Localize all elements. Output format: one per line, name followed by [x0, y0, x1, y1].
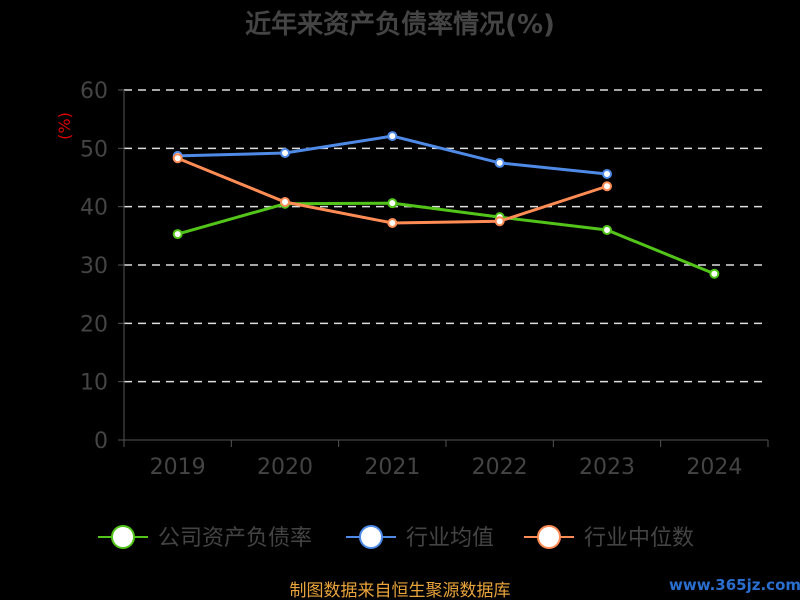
x-tick-label: 2024 — [686, 455, 742, 480]
data-point — [494, 157, 505, 168]
y-tick-label: 50 — [80, 137, 108, 162]
legend-marker — [537, 525, 561, 549]
legend-label: 行业中位数 — [584, 526, 694, 551]
y-tick-label: 20 — [80, 312, 108, 337]
x-tick-label: 2021 — [364, 455, 420, 480]
y-tick-label: 40 — [80, 196, 108, 221]
data-point — [602, 225, 612, 235]
y-tick-label: 0 — [94, 429, 108, 454]
x-tick-label: 2019 — [150, 455, 206, 480]
data-point — [709, 268, 720, 279]
data-point — [387, 198, 398, 209]
series-line-1 — [177, 134, 608, 176]
legend-label: 行业均值 — [406, 526, 494, 551]
chart-title: 近年来资产负债率情况(%) — [245, 9, 555, 40]
data-point — [280, 197, 290, 207]
data-point — [387, 131, 398, 142]
data-point — [172, 153, 183, 164]
legend-marker — [111, 525, 135, 549]
legend-marker — [359, 525, 383, 549]
series-line-0 — [177, 201, 715, 276]
x-tick-label: 2022 — [472, 455, 528, 480]
data-point — [494, 216, 505, 227]
data-point — [172, 229, 183, 240]
y-tick-label: 30 — [80, 254, 108, 279]
legend-label: 公司资产负债率 — [158, 526, 312, 551]
y-tick-label: 10 — [80, 371, 108, 396]
data-point — [387, 218, 398, 228]
data-point — [602, 169, 612, 179]
data-point — [602, 181, 612, 192]
y-axis-label: (%) — [55, 112, 74, 140]
x-tick-label: 2020 — [257, 455, 313, 480]
x-tick-label: 2023 — [579, 455, 635, 480]
y-tick-label: 60 — [80, 79, 108, 104]
data-point — [280, 148, 290, 158]
source-note: 制图数据来自恒生聚源数据库 — [290, 581, 511, 600]
watermark: www.365jz.com — [669, 576, 800, 594]
